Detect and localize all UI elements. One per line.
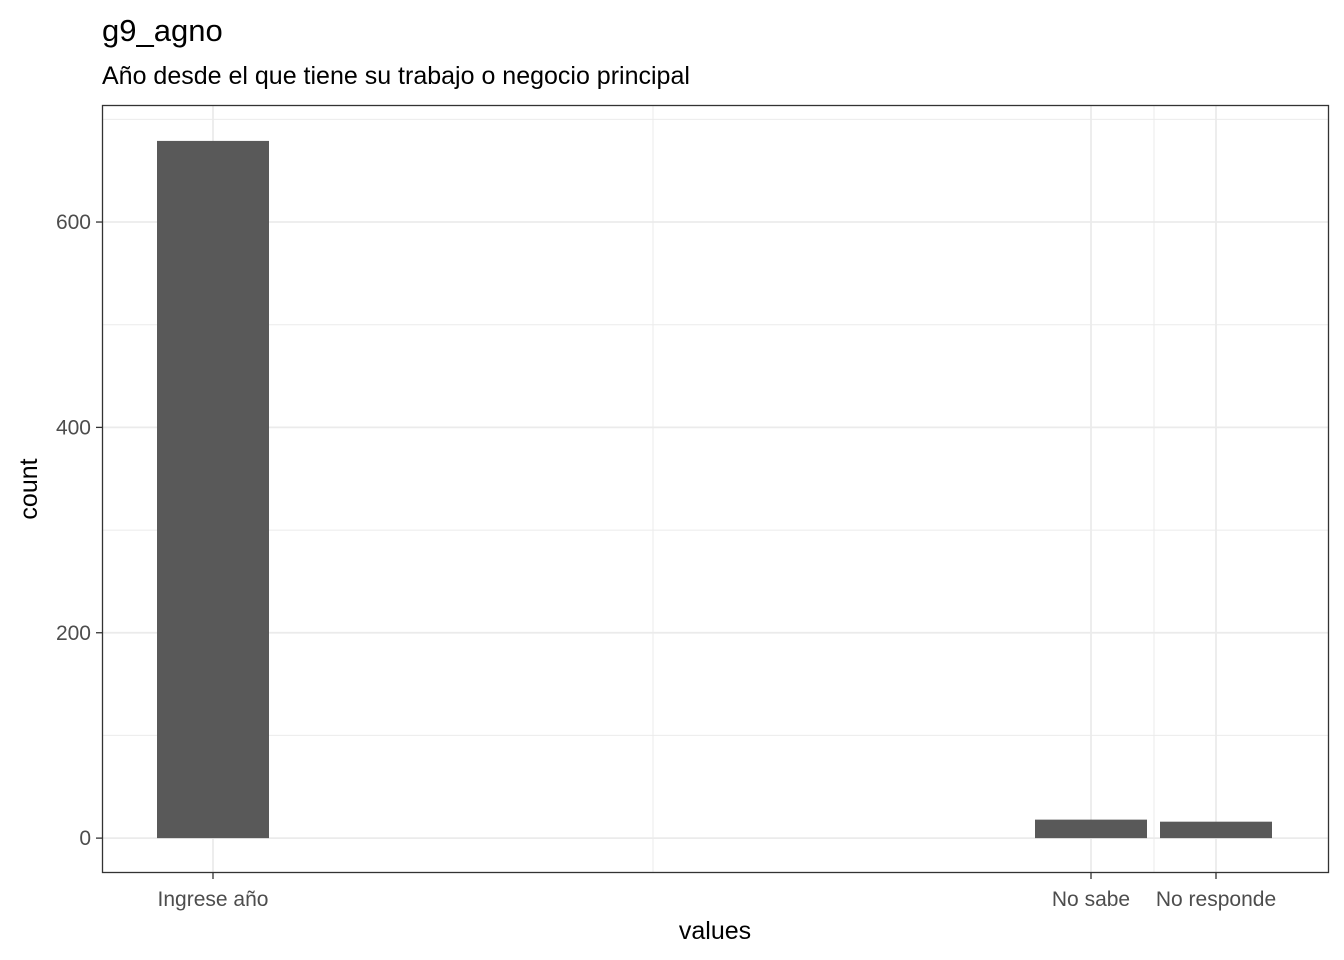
panel-border [101, 104, 1330, 874]
chart-subtitle: Año desde el que tiene su trabajo o nego… [102, 62, 690, 90]
y-axis: 0 200 400 600 [56, 211, 103, 850]
bars [157, 140, 1272, 839]
bar-no-responde [1160, 821, 1272, 839]
y-tick-label-2: 400 [56, 416, 91, 439]
grid-major-y [103, 221, 1328, 840]
x-tick-label-2: No responde [1156, 888, 1276, 911]
x-axis-title: values [679, 917, 751, 945]
y-tick-label-0: 0 [79, 827, 91, 850]
x-tick-label-0: Ingrese año [158, 888, 269, 911]
chart-title: g9_agno [102, 13, 223, 48]
y-tick-label-1: 200 [56, 622, 91, 645]
x-axis: Ingrese año No sabe No responde [158, 872, 1276, 911]
grid-x [212, 106, 1217, 872]
y-tick-label-3: 600 [56, 211, 91, 234]
bar-ingrese-a-o [157, 140, 269, 839]
bar-no-sabe [1035, 819, 1147, 839]
x-tick-label-1: No sabe [1052, 888, 1130, 911]
y-axis-title: count [15, 458, 43, 519]
grid-minor-y [103, 118, 1328, 736]
